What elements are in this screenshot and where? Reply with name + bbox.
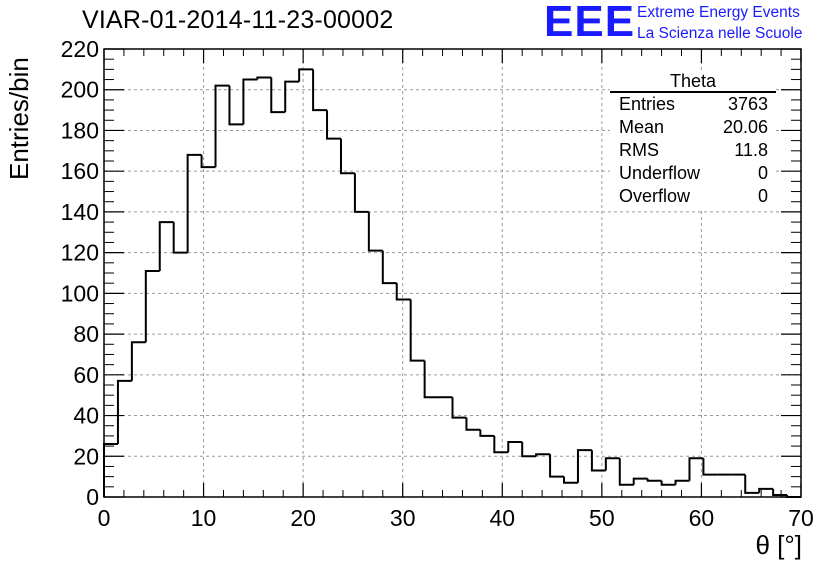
stats-label: Underflow (619, 163, 701, 183)
stats-value: 3763 (727, 94, 768, 114)
y-tick-label: 140 (61, 199, 99, 225)
histogram-bin (744, 474, 760, 494)
stats-value: 20.06 (722, 117, 768, 137)
y-tick-label: 20 (73, 443, 99, 469)
y-tick-label: 0 (86, 484, 99, 510)
histogram-bin (772, 488, 788, 496)
y-tick-label: 60 (73, 362, 99, 388)
histogram-bin (758, 487, 774, 493)
y-axis-label: Entries/bin (4, 57, 34, 180)
stats-box: Theta Entries 3763 Mean 20.06 RMS 11.8 U… (610, 72, 776, 208)
histogram-bin (674, 479, 690, 485)
stats-row-underflow: Underflow 0 (610, 162, 776, 185)
x-tick-label: 0 (98, 505, 111, 531)
x-tick-label: 50 (589, 505, 615, 531)
y-tick-label: 80 (73, 321, 99, 347)
plot-frame (103, 48, 802, 498)
logo-line-2: La Scienza nelle Scuole (637, 25, 803, 42)
histogram-bin (312, 69, 328, 112)
logo-line-1: Extreme Energy Events (637, 4, 800, 21)
chart-title: VIAR-01-2014-11-23-00002 (82, 6, 394, 34)
x-tick-label: 10 (191, 505, 217, 531)
histogram-bin (646, 478, 662, 482)
axis-ticks (103, 48, 802, 498)
histogram-bin (270, 77, 286, 114)
histogram-bin (507, 441, 523, 453)
stats-label: Mean (619, 117, 665, 137)
stats-title: Theta (610, 72, 776, 93)
y-tick-label: 120 (61, 240, 99, 266)
histogram-bin (590, 450, 606, 472)
eee-logo: EEE (544, 0, 636, 46)
stats-row-rms: RMS 11.8 (610, 139, 776, 162)
histogram-bin (326, 110, 341, 140)
histogram-bin (535, 453, 551, 457)
x-tick-label: 70 (788, 505, 814, 531)
y-tick-label: 180 (61, 117, 99, 143)
histogram-bin (479, 429, 495, 437)
x-tick-label: 60 (689, 505, 715, 531)
histogram-bin (395, 283, 411, 301)
stats-row-overflow: Overflow 0 (610, 185, 776, 208)
histogram-bin (688, 457, 704, 481)
histogram-bin (604, 457, 620, 471)
histogram-bin (186, 153, 202, 253)
y-tick-label: 160 (61, 158, 99, 184)
histogram-bin (493, 435, 509, 454)
y-tick-label: 220 (61, 36, 99, 62)
histogram-bin (298, 68, 314, 82)
stats-row-mean: Mean 20.06 (610, 116, 776, 139)
histogram-bin (228, 85, 244, 126)
histogram-bin (284, 80, 300, 113)
histogram-bin (660, 480, 676, 486)
histogram-bin (116, 379, 132, 445)
y-tick-label: 40 (73, 403, 99, 429)
stats-label: Entries (619, 94, 676, 114)
x-axis-label: θ [°] (755, 530, 802, 560)
histogram-bin (103, 443, 118, 497)
stats-label: RMS (619, 140, 659, 160)
histogram-bin (367, 211, 383, 252)
histogram-bin (172, 222, 188, 254)
histogram-bin (632, 477, 648, 485)
y-tick-label: 200 (61, 77, 99, 103)
histogram-bin (563, 476, 578, 484)
stats-value: 0 (757, 186, 768, 206)
tick-labels: 0 10 20 30 40 50 60 70 0 20 40 60 80 100 120 140 160 180 2… (61, 36, 814, 531)
stats-value: 11.8 (734, 140, 768, 160)
histogram-bin (618, 458, 634, 486)
logo-caption: Extreme Energy Events La Scienza nelle S… (637, 2, 802, 44)
histogram-bin (381, 250, 397, 285)
histogram-bin (130, 341, 146, 381)
histogram-bin (423, 360, 439, 399)
histogram-bin (200, 154, 216, 169)
histogram-bin (158, 221, 174, 271)
x-tick-label: 30 (390, 505, 416, 531)
x-tick-label: 40 (489, 505, 515, 531)
histogram-bin (353, 173, 369, 213)
histogram-bin (451, 397, 467, 419)
stats-value: 0 (757, 163, 768, 183)
histogram-bin (465, 417, 481, 431)
histogram-bin (214, 84, 230, 168)
stats-label: Overflow (619, 186, 691, 206)
y-tick-label: 100 (61, 280, 99, 306)
histogram-bin (256, 76, 272, 80)
histogram-bin (339, 138, 355, 175)
stats-row-entries: Entries 3763 (610, 93, 776, 116)
histogram-bin (576, 449, 592, 483)
histogram-bin (702, 458, 718, 476)
histogram-bin (144, 269, 160, 343)
histogram-bin (409, 299, 425, 362)
x-tick-label: 20 (290, 505, 316, 531)
histogram-bin (242, 78, 258, 125)
histogram-bin (549, 454, 565, 478)
histogram-bin (521, 442, 537, 458)
